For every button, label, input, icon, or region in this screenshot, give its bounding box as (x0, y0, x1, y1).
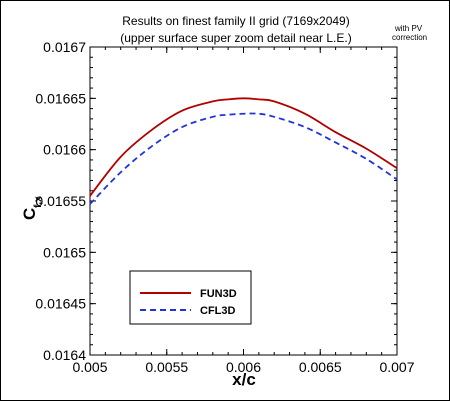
y-tick-label: 0.01645 (35, 296, 86, 312)
x-tick-label: 0.0055 (145, 359, 188, 375)
y-axis: 0.0164 0.01645 0.0165 0.01655 0.0166 0.01665 0… (35, 39, 397, 363)
y-tick-label: 0.0166 (43, 142, 86, 158)
x-tick-label: 0.005 (72, 359, 107, 375)
y-axis-label-main: C (20, 208, 39, 220)
y-tick-label: 0.0164 (43, 347, 86, 363)
annotation-line-1: with PV (394, 24, 423, 33)
series-lines (89, 97, 398, 205)
x-tick-label: 0.006 (226, 359, 261, 375)
x-tick-label: 0.007 (379, 359, 414, 375)
y-axis-label: C f,x (20, 196, 44, 220)
plot-area: 0.005 0.0055 0.006 0.0065 0.007 0.01640.0164… (35, 39, 414, 375)
x-axis: 0.005 0.0055 0.006 0.0065 0.007 (72, 47, 415, 375)
legend-box (129, 270, 252, 325)
x-tick-label: 0.0065 (299, 359, 342, 375)
y-tick-label: 0.0165 (43, 244, 86, 260)
y-tick-label: 0.0167 (43, 39, 86, 55)
chart-title: Results on finest family II grid (7169x2… (122, 14, 349, 28)
legend: FUN3D CFL3D (129, 270, 252, 325)
y-axis-label-sub: f,x (33, 196, 44, 208)
series-line-cfl3d (89, 112, 398, 205)
legend-label-fun3d: FUN3D (200, 288, 237, 300)
chart-subtitle: (upper surface super zoom detail near L.… (120, 31, 351, 45)
legend-label-cfl3d: CFL3D (200, 305, 236, 317)
annotation-line-2: correction (392, 33, 427, 42)
x-axis-label: x/c (232, 370, 256, 389)
y-tick-label: 0.01665 (35, 90, 86, 106)
series-line-fun3d (89, 97, 398, 197)
y-tick-label: 0.01655 (35, 193, 86, 209)
